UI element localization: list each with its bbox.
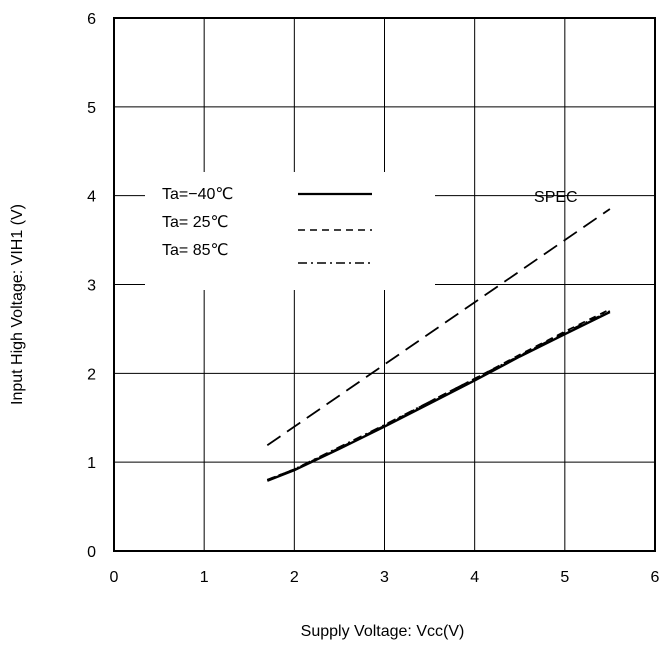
spec-annotation: SPEC (534, 189, 578, 206)
y-tick-label: 4 (87, 189, 96, 206)
x-tick-label: 1 (200, 569, 209, 586)
legend-box (145, 172, 435, 290)
legend-label: Ta=−40℃ (162, 186, 233, 203)
x-tick-label: 0 (110, 569, 119, 586)
y-axis-label: Input High Voltage: VIH1 (V) (9, 204, 26, 405)
x-tick-label: 4 (470, 569, 479, 586)
x-tick-label: 6 (651, 569, 660, 586)
tick-labels: 0 1 2 3 4 5 6 0 1 2 3 4 5 6 (87, 11, 659, 586)
series-line (266, 308, 611, 481)
plot-frame (113, 17, 656, 552)
legend-label: Ta= 25℃ (162, 214, 228, 231)
y-tick-label: 0 (87, 544, 96, 561)
x-tick-label: 5 (560, 569, 569, 586)
x-tick-label: 3 (380, 569, 389, 586)
y-tick-label: 5 (87, 100, 96, 117)
series-lines (266, 208, 611, 482)
series-line (266, 208, 611, 447)
x-axis-label: Supply Voltage: Vcc(V) (301, 623, 465, 640)
x-tick-label: 2 (290, 569, 299, 586)
series-line (266, 310, 611, 481)
legend-label: Ta= 85℃ (162, 242, 228, 259)
y-tick-label: 3 (87, 278, 96, 295)
legend: Ta=−40℃ Ta= 25℃ Ta= 85℃ (145, 172, 435, 290)
series-line (266, 310, 611, 482)
annotations: SPEC (534, 189, 578, 206)
y-tick-label: 2 (87, 366, 96, 383)
y-tick-label: 1 (87, 455, 96, 472)
y-tick-label: 6 (87, 11, 96, 28)
